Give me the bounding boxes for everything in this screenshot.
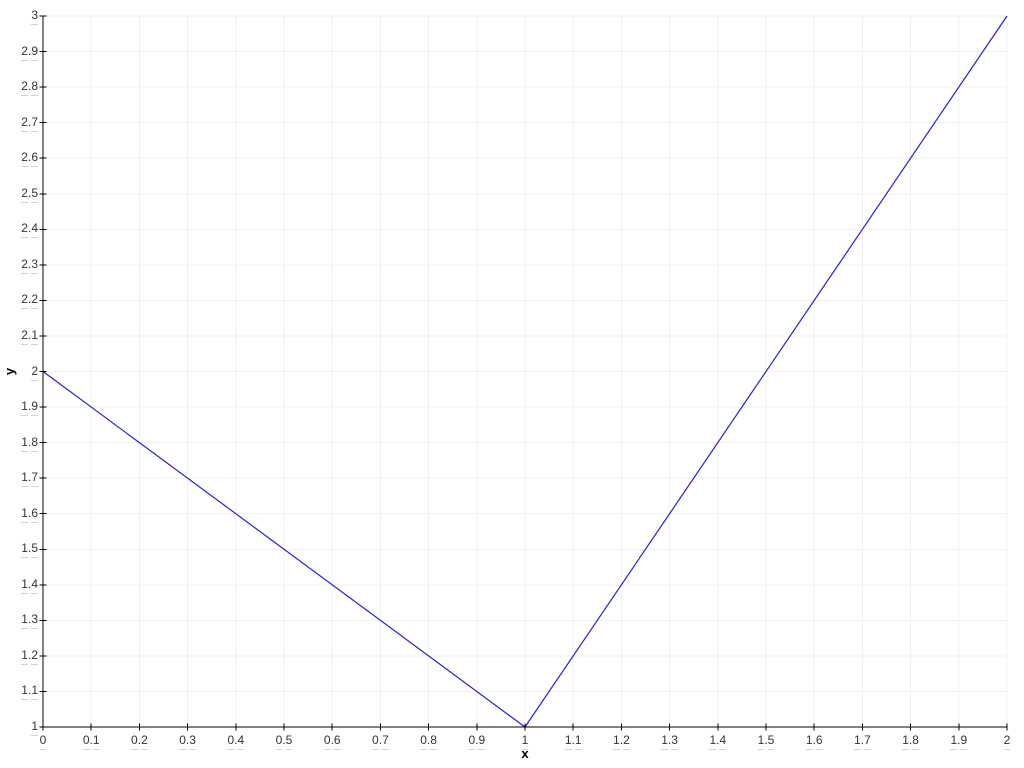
x-tick-label: 0.6	[308, 733, 356, 750]
x-tick-label: 1.8	[887, 733, 935, 750]
x-tick-label: 1.4	[694, 733, 742, 750]
y-tick-label: 1.6	[0, 505, 38, 523]
x-tick-label: 0.3	[164, 733, 212, 750]
y-tick-label: 2.7	[0, 114, 38, 132]
y-tick-label: 1.7	[0, 470, 38, 488]
y-tick-label: 1.8	[0, 434, 38, 452]
y-tick-label: 3	[0, 8, 38, 25]
y-tick-label: 2.5	[0, 185, 38, 203]
x-axis-title: x	[521, 746, 529, 761]
x-tick-label: 1.3	[646, 733, 694, 750]
y-tick-label: 2.9	[0, 43, 38, 61]
y-tick-label: 1.3	[0, 612, 38, 630]
x-tick-label: 1.1	[549, 733, 597, 750]
x-tick-label: 0.7	[356, 733, 404, 750]
y-axis-title: y	[2, 367, 17, 376]
x-tick-label: 1.7	[838, 733, 886, 750]
y-tick-label: 2.1	[0, 327, 38, 345]
y-tick-label: 1.5	[0, 541, 38, 559]
x-tick-label: 0.5	[260, 733, 308, 750]
x-tick-label: 2	[983, 733, 1024, 750]
y-tick-label: 2.8	[0, 79, 38, 97]
y-tick-label: 1.2	[0, 647, 38, 665]
x-tick-label: 0	[19, 733, 67, 750]
y-tick-label: 1.4	[0, 576, 38, 594]
x-tick-label: 1.6	[790, 733, 838, 750]
y-tick-label: 1	[0, 719, 38, 736]
x-tick-label: 1.5	[742, 733, 790, 750]
x-tick-label: 1.2	[597, 733, 645, 750]
y-tick-label: 2.6	[0, 150, 38, 168]
x-tick-label: 0.9	[453, 733, 501, 750]
y-tick-label: 1.1	[0, 683, 38, 701]
y-tick-label: 1.9	[0, 399, 38, 417]
y-tick-label: 2.2	[0, 292, 38, 310]
x-tick-label: 1.9	[935, 733, 983, 750]
x-tick-label: 0.4	[212, 733, 260, 750]
x-tick-label: 0.1	[67, 733, 115, 750]
y-tick-label: 2.4	[0, 221, 38, 239]
y-tick-label: 2	[0, 363, 38, 381]
y-tick-label: 2.3	[0, 256, 38, 274]
x-tick-label: 1	[501, 733, 549, 750]
x-tick-label: 0.2	[115, 733, 163, 750]
x-tick-label: 0.8	[405, 733, 453, 750]
